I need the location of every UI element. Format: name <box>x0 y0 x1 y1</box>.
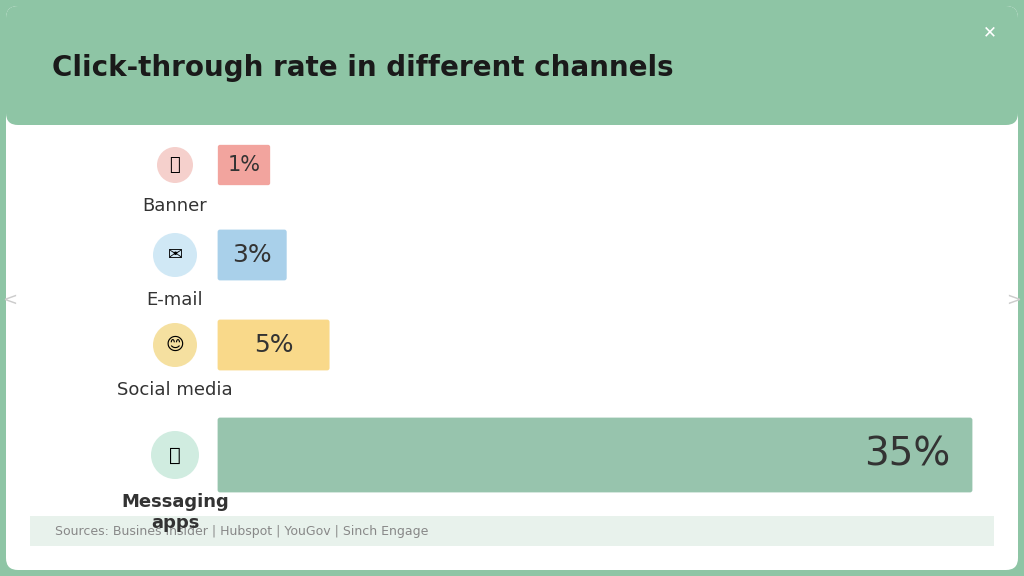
Text: ✕: ✕ <box>983 23 997 41</box>
FancyBboxPatch shape <box>217 418 973 492</box>
Text: Click-through rate in different channels: Click-through rate in different channels <box>52 54 674 82</box>
Bar <box>18 93 1006 113</box>
Text: >: > <box>1007 291 1022 309</box>
FancyBboxPatch shape <box>218 145 270 185</box>
Circle shape <box>153 233 197 277</box>
Text: 1%: 1% <box>227 155 260 175</box>
Text: Sources: Busines Insider | Hubspot | YouGov | Sinch Engage: Sources: Busines Insider | Hubspot | You… <box>55 525 428 537</box>
Text: Messaging
apps: Messaging apps <box>121 493 229 532</box>
FancyBboxPatch shape <box>6 6 1018 570</box>
Circle shape <box>153 323 197 367</box>
Text: 😊: 😊 <box>166 336 184 354</box>
Text: ✉: ✉ <box>168 246 182 264</box>
Circle shape <box>151 431 199 479</box>
Text: 💬: 💬 <box>169 445 181 464</box>
Text: 3%: 3% <box>232 243 272 267</box>
Text: Social media: Social media <box>117 381 232 399</box>
Bar <box>30 516 994 546</box>
Text: 5%: 5% <box>254 333 293 357</box>
Circle shape <box>157 147 193 183</box>
FancyBboxPatch shape <box>6 6 1018 125</box>
Text: E-mail: E-mail <box>146 291 204 309</box>
Text: 35%: 35% <box>864 436 950 474</box>
Text: <: < <box>2 291 17 309</box>
Text: 🔔: 🔔 <box>170 156 180 174</box>
FancyBboxPatch shape <box>217 320 330 370</box>
FancyBboxPatch shape <box>217 230 287 281</box>
Text: Banner: Banner <box>142 197 208 215</box>
